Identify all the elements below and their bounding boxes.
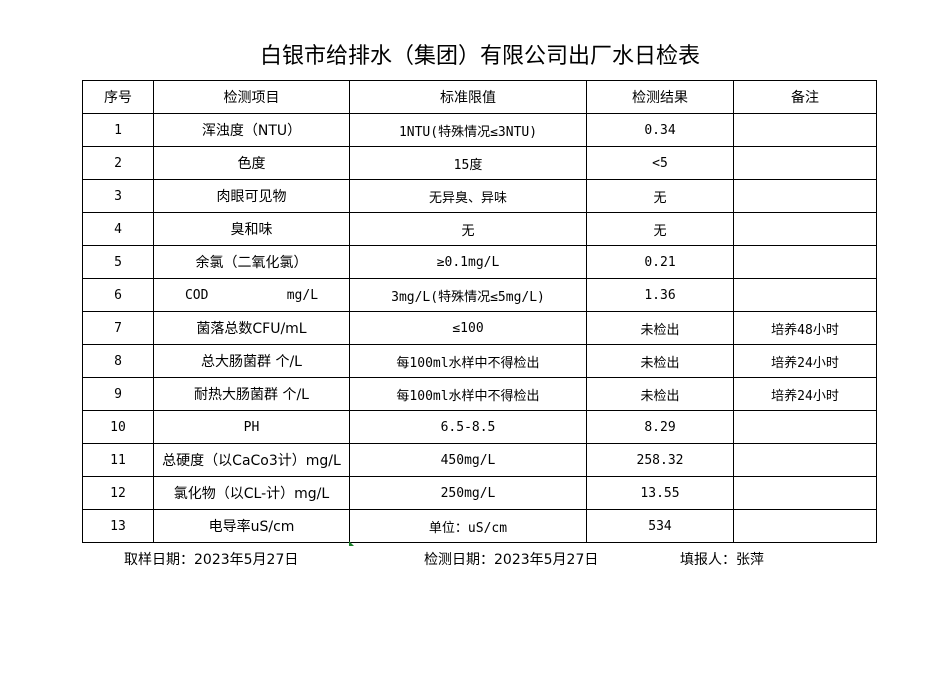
cell-index: 12 <box>82 476 154 510</box>
cell-item: 电导率uS/cm <box>153 509 350 543</box>
cell-item: PH <box>153 410 350 444</box>
cell-item: 氯化物（以CL-计）mg/L <box>153 476 350 510</box>
inspection-table: 序号 检测项目 标准限值 检测结果 备注 1 浑浊度（NTU） 1NTU(特殊情况≤… <box>82 80 877 543</box>
reporter: 填报人：张萍 <box>680 552 764 568</box>
table-row: 4 臭和味无无 <box>82 212 877 246</box>
cell-remark <box>733 146 877 180</box>
cell-standard: 3mg/L(特殊情况≤5mg/L) <box>349 278 587 312</box>
test-date: 检测日期：2023年5月27日 <box>424 552 599 568</box>
cell-index: 6 <box>82 278 154 312</box>
cell-standard: 15度 <box>349 146 587 180</box>
cell-item: 浑浊度（NTU） <box>153 113 350 147</box>
cell-standard: 每100ml水样中不得检出 <box>349 344 587 378</box>
cell-standard: 450mg/L <box>349 443 587 477</box>
cell-standard: 250mg/L <box>349 476 587 510</box>
cell-result: 0.21 <box>586 245 734 279</box>
table-row: 8 总大肠菌群 个/L 每100ml水样中不得检出 未检出 培养24小时 <box>82 344 877 378</box>
cell-remark <box>733 212 877 246</box>
table-row: 7 菌落总数CFU/mL ≤100 未检出 培养48小时 <box>82 311 877 345</box>
table-row: 1 浑浊度（NTU） 1NTU(特殊情况≤3NTU) 0.34 <box>82 113 877 147</box>
cell-standard: ≥0.1mg/L <box>349 245 587 279</box>
cell-result: 13.55 <box>586 476 734 510</box>
table-row: 10 PH 6.5-8.5 8.29 <box>82 410 877 444</box>
header-index: 序号 <box>82 80 154 114</box>
cell-result: 1.36 <box>586 278 734 312</box>
cell-index: 7 <box>82 311 154 345</box>
cell-remark <box>733 245 877 279</box>
cell-index: 8 <box>82 344 154 378</box>
cell-index: 13 <box>82 509 154 543</box>
table-row: 5 余氯（二氧化氯） ≥0.1mg/L 0.21 <box>82 245 877 279</box>
cell-index: 11 <box>82 443 154 477</box>
cell-result: 未检出 <box>586 311 734 345</box>
page-title: 白银市给排水（集团）有限公司出厂水日检表 <box>259 44 700 69</box>
cell-index: 5 <box>82 245 154 279</box>
cell-standard: 6.5-8.5 <box>349 410 587 444</box>
cell-standard: 每100ml水样中不得检出 <box>349 377 587 411</box>
table-row: 12 氯化物（以CL-计）mg/L 250mg/L 13.55 <box>82 476 877 510</box>
cell-result: 8.29 <box>586 410 734 444</box>
cell-remark <box>733 278 877 312</box>
cell-index: 2 <box>82 146 154 180</box>
cell-index: 3 <box>82 179 154 213</box>
cell-index: 10 <box>82 410 154 444</box>
cell-remark <box>733 410 877 444</box>
cell-item: 菌落总数CFU/mL <box>153 311 350 345</box>
cell-result: 未检出 <box>586 344 734 378</box>
cell-result: <5 <box>586 146 734 180</box>
cell-item: 总大肠菌群 个/L <box>153 344 350 378</box>
cell-remark <box>733 509 877 543</box>
cell-item: 耐热大肠菌群 个/L <box>153 377 350 411</box>
cell-item: 肉眼可见物 <box>153 179 350 213</box>
table-row: 3 肉眼可见物 无异臭、异味无 <box>82 179 877 213</box>
cell-standard: ≤100 <box>349 311 587 345</box>
cell-item: 总硬度（以CaCo3计）mg/L <box>153 443 350 477</box>
header-remark: 备注 <box>733 80 877 114</box>
table-row: 13 电导率uS/cm 单位：uS/cm 534 <box>82 509 877 543</box>
cell-remark: 培养24小时 <box>733 377 877 411</box>
cell-remark <box>733 443 877 477</box>
cell-index: 9 <box>82 377 154 411</box>
cell-result: 无 <box>586 179 734 213</box>
cell-comment-marker <box>349 541 354 546</box>
cell-result: 无 <box>586 212 734 246</box>
cell-result: 258.32 <box>586 443 734 477</box>
cell-index: 1 <box>82 113 154 147</box>
cell-result: 534 <box>586 509 734 543</box>
cell-item: 臭和味 <box>153 212 350 246</box>
cell-item: 余氯（二氧化氯） <box>153 245 350 279</box>
cell-remark <box>733 476 877 510</box>
table-row: 9 耐热大肠菌群 个/L 每100ml水样中不得检出 未检出 培养24小时 <box>82 377 877 411</box>
table-row: 6 COD mg/L 3mg/L(特殊情况≤5mg/L) 1.36 <box>82 278 877 312</box>
header-standard: 标准限值 <box>349 80 587 114</box>
cell-standard: 单位：uS/cm <box>349 509 587 543</box>
cell-remark <box>733 113 877 147</box>
header-result: 检测结果 <box>586 80 734 114</box>
cell-item: 色度 <box>153 146 350 180</box>
cell-standard: 无异臭、异味 <box>349 179 587 213</box>
sampling-date: 取样日期：2023年5月27日 <box>124 552 299 568</box>
table-header-row: 序号 检测项目 标准限值 检测结果 备注 <box>82 80 877 114</box>
cell-remark: 培养48小时 <box>733 311 877 345</box>
table-row: 11 总硬度（以CaCo3计）mg/L 450mg/L 258.32 <box>82 443 877 477</box>
cell-standard: 无 <box>349 212 587 246</box>
header-item: 检测项目 <box>153 80 350 114</box>
cell-remark <box>733 179 877 213</box>
cell-standard: 1NTU(特殊情况≤3NTU) <box>349 113 587 147</box>
cell-remark: 培养24小时 <box>733 344 877 378</box>
cell-result: 未检出 <box>586 377 734 411</box>
cell-item: COD mg/L <box>153 278 350 312</box>
table-row: 2 色度 15度 <5 <box>82 146 877 180</box>
cell-result: 0.34 <box>586 113 734 147</box>
cell-index: 4 <box>82 212 154 246</box>
